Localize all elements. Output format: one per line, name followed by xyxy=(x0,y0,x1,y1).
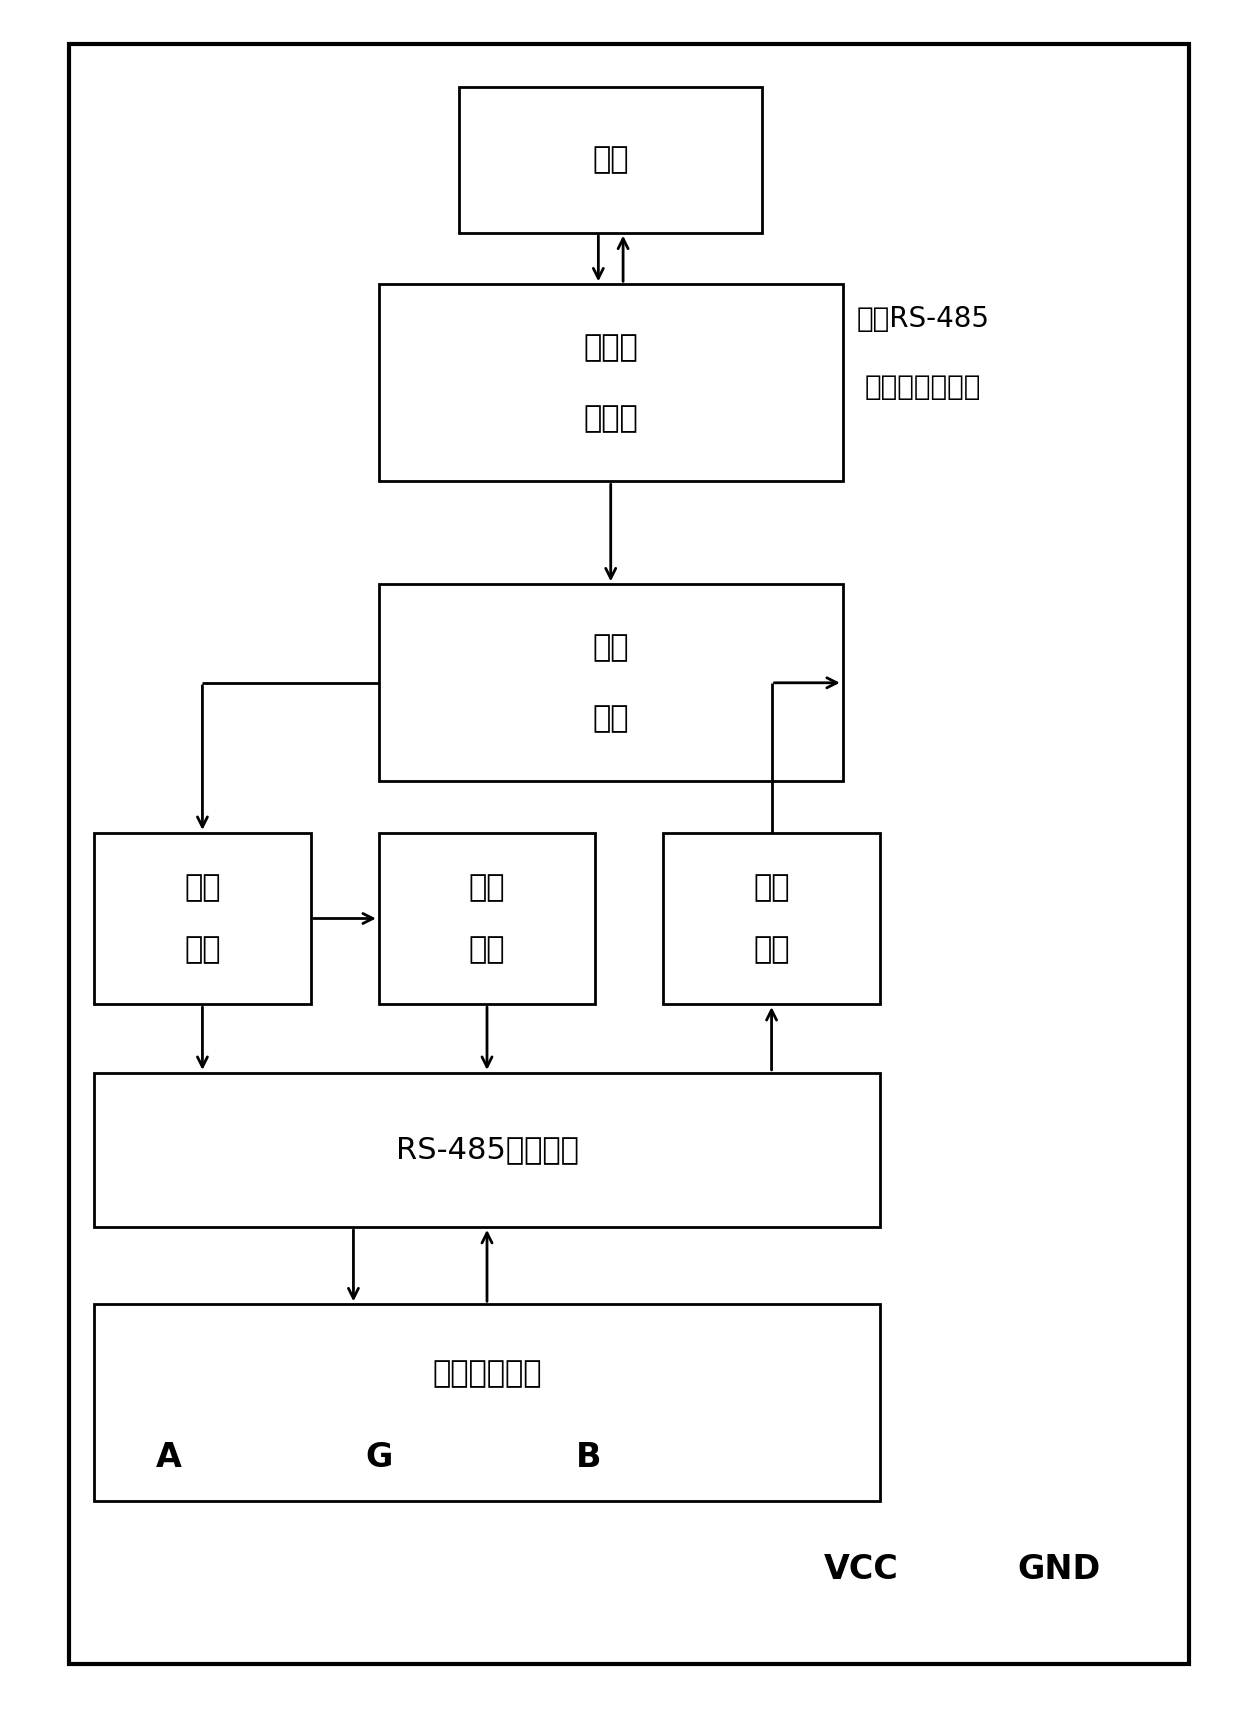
Text: 三级防雷电路: 三级防雷电路 xyxy=(433,1358,542,1387)
Text: 换向: 换向 xyxy=(469,934,505,963)
Bar xyxy=(94,1073,880,1228)
Text: 光口: 光口 xyxy=(593,146,629,175)
Bar xyxy=(378,833,595,1004)
Text: VCC: VCC xyxy=(823,1554,899,1587)
Bar xyxy=(378,285,843,481)
Text: 光电转: 光电转 xyxy=(583,333,639,362)
Text: A: A xyxy=(155,1442,181,1475)
Bar xyxy=(378,584,843,781)
Text: 自动: 自动 xyxy=(469,874,505,901)
Text: RS-485接口芯片: RS-485接口芯片 xyxy=(396,1135,578,1164)
Bar xyxy=(94,1305,880,1501)
Text: 相位: 相位 xyxy=(593,634,629,661)
Text: 转换: 转换 xyxy=(593,704,629,733)
Bar xyxy=(459,88,763,234)
Text: 换单元: 换单元 xyxy=(583,403,639,433)
Text: 光网络单口终端: 光网络单口终端 xyxy=(866,373,981,402)
Text: 光耦: 光耦 xyxy=(754,934,790,963)
Bar xyxy=(94,833,311,1004)
Text: B: B xyxy=(577,1442,601,1475)
Text: 无源RS-485: 无源RS-485 xyxy=(857,304,990,333)
Text: G: G xyxy=(365,1442,392,1475)
Bar xyxy=(663,833,880,1004)
Text: 高速: 高速 xyxy=(754,874,790,901)
Text: 光耦: 光耦 xyxy=(185,934,221,963)
Text: GND: GND xyxy=(1018,1554,1101,1587)
Text: 高速: 高速 xyxy=(185,874,221,901)
